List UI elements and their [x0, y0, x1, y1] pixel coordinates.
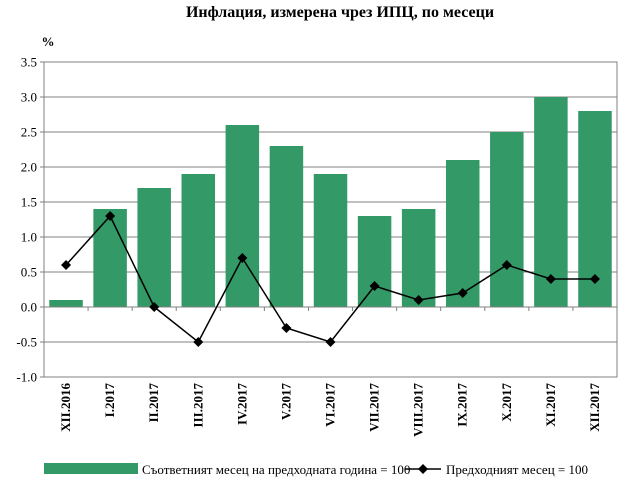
- x-tick-label: VII.2017: [367, 383, 382, 432]
- legend-swatch-bars: [44, 463, 138, 474]
- y-tick-label: 3.5: [21, 55, 37, 70]
- legend-label-line: Предходният месец = 100: [446, 462, 588, 477]
- bar: [445, 160, 480, 307]
- data-point-marker: [413, 295, 424, 305]
- data-point-marker: [149, 302, 160, 312]
- bar: [137, 188, 171, 307]
- legend-swatch-marker: [418, 464, 428, 474]
- bar: [490, 132, 524, 307]
- data-point-marker: [457, 288, 468, 298]
- x-tick-label: I.2017: [102, 383, 117, 418]
- x-tick-label: IX.2017: [455, 383, 470, 427]
- bar: [181, 174, 216, 307]
- data-point-marker: [193, 337, 204, 347]
- bar: [313, 174, 348, 307]
- bar: [357, 216, 392, 307]
- x-tick-label: VIII.2017: [411, 383, 426, 437]
- data-point-marker: [61, 260, 72, 270]
- x-tick-label: XI.2017: [543, 383, 558, 427]
- data-point-marker: [369, 281, 380, 291]
- y-tick-label: -1.0: [16, 370, 37, 385]
- bar: [269, 146, 304, 307]
- chart-title: Инфлация, измерена чрез ИПЦ, по месеци: [186, 4, 494, 21]
- data-point-marker: [545, 274, 556, 284]
- plot-area: 3.5 3.0 2.5 2.0 1.5 1.0 0.5 0.0 -0.5 -1.0 XII.2016…: [16, 55, 618, 437]
- x-tick-label: XII.2017: [587, 383, 602, 432]
- y-tick-label: 1.0: [21, 230, 37, 245]
- data-point-marker: [105, 211, 116, 221]
- y-tick-label: 1.5: [21, 195, 37, 210]
- bar: [93, 209, 127, 307]
- x-tick-label: IV.2017: [234, 383, 249, 426]
- legend-label-bars: Съответният месец на предходната година …: [142, 462, 410, 477]
- y-axis-unit-label: %: [42, 34, 55, 49]
- y-tick-label: 2.0: [21, 160, 37, 175]
- y-tick-label: 3.0: [21, 90, 37, 105]
- data-point-marker: [237, 253, 248, 263]
- y-tick-label: -0.5: [16, 335, 37, 350]
- x-tick-label: II.2017: [146, 383, 161, 423]
- y-tick-label: 0.0: [21, 300, 37, 315]
- bar: [401, 209, 436, 307]
- plot-border: [43, 61, 618, 378]
- data-point-marker: [589, 274, 600, 284]
- data-point-marker: [281, 323, 292, 333]
- x-tick-label: III.2017: [190, 383, 205, 428]
- data-point-marker: [325, 337, 336, 347]
- y-tick-label: 0.5: [21, 265, 37, 280]
- bar: [49, 300, 83, 307]
- x-tick-label: VI.2017: [323, 383, 338, 427]
- bar: [534, 97, 568, 307]
- x-tick-label: X.2017: [499, 383, 514, 422]
- y-tick-label: 2.5: [21, 125, 37, 140]
- data-point-marker: [501, 260, 512, 270]
- x-tick-label: XII.2016: [58, 383, 73, 432]
- legend: Съответният месец на предходната година …: [44, 462, 588, 477]
- x-tick-label: V.2017: [278, 383, 293, 420]
